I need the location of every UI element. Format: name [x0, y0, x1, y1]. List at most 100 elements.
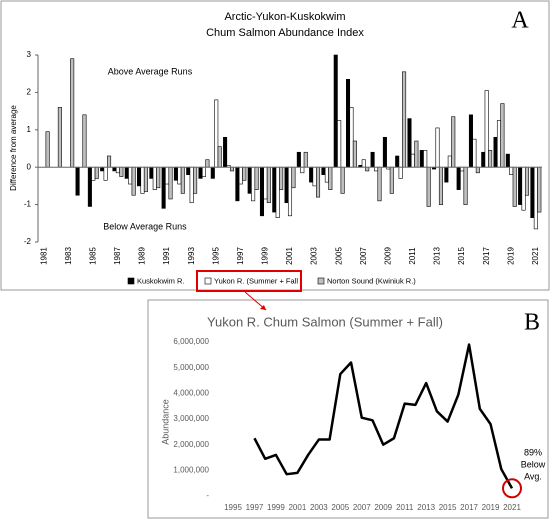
bar	[107, 155, 112, 168]
bar	[165, 166, 170, 185]
x-tick-label: 2011	[408, 247, 417, 265]
bar	[382, 136, 387, 168]
panel-label: A	[511, 8, 529, 34]
bar	[414, 140, 419, 168]
bar	[279, 166, 284, 190]
bar	[407, 118, 412, 168]
bar	[447, 155, 452, 168]
bar	[214, 99, 219, 168]
bar	[112, 166, 117, 172]
y-tick-label: -2	[24, 237, 32, 246]
bar	[161, 166, 166, 209]
bar	[247, 166, 252, 194]
bar	[370, 151, 375, 168]
x-tick-label: 1997	[236, 247, 245, 265]
bar	[189, 166, 194, 204]
y-tick-label: 1,000,000	[173, 465, 209, 474]
bar	[137, 166, 142, 187]
bar	[143, 166, 148, 192]
annotation: Below	[521, 459, 546, 469]
bar	[496, 120, 501, 168]
x-tick-label: 2017	[460, 503, 478, 512]
bar	[377, 166, 382, 202]
bar	[186, 166, 191, 175]
annotation: Avg.	[524, 471, 542, 481]
x-tick-label: 2009	[383, 247, 392, 265]
y-tick-label: 3	[27, 50, 32, 59]
bar	[361, 159, 366, 168]
bar	[115, 166, 120, 174]
bar	[177, 166, 182, 185]
bar	[284, 166, 289, 204]
bar	[438, 166, 443, 205]
bar	[395, 155, 400, 168]
bar	[316, 166, 321, 198]
legend-label: Yukon R. (Summer + Fall	[214, 276, 298, 285]
bar	[484, 90, 489, 168]
x-tick-label: 2005	[331, 503, 349, 512]
bar	[460, 166, 465, 172]
bar	[91, 166, 96, 181]
x-tick-label: 1995	[224, 503, 242, 512]
chart-title: Yukon R. Chum Salmon (Summer + Fall)	[207, 314, 443, 329]
bar	[389, 166, 394, 194]
x-tick-label: 1987	[113, 247, 122, 265]
y-tick-label: 1	[27, 125, 32, 134]
annotation: Above Average Runs	[108, 66, 193, 76]
x-tick-label: 2007	[353, 503, 371, 512]
bar	[475, 166, 480, 174]
x-tick-label: 1989	[138, 247, 147, 265]
bar	[242, 166, 247, 181]
x-tick-label: 1999	[267, 503, 285, 512]
annotation: Below Average Runs	[103, 221, 187, 231]
x-tick-label: 1993	[187, 247, 196, 265]
bar	[324, 166, 329, 183]
highlight-box	[196, 270, 302, 292]
panel-b-frame	[147, 299, 549, 519]
y-tick-label: 6,000,000	[173, 337, 209, 346]
bar	[75, 166, 80, 196]
bar	[537, 166, 542, 213]
x-tick-label: 2015	[439, 503, 457, 512]
bar	[365, 166, 370, 172]
bar	[456, 166, 461, 190]
bar	[321, 166, 326, 175]
legend-swatch	[127, 277, 135, 285]
bar	[238, 166, 243, 185]
x-tick-label: 2021	[503, 503, 521, 512]
bar	[512, 166, 517, 207]
arrow-head	[260, 305, 266, 310]
bar	[259, 166, 264, 217]
bar	[444, 166, 449, 183]
bar	[272, 166, 277, 213]
highlight-circle	[502, 478, 522, 499]
bar	[303, 151, 308, 168]
legend-label: Kuskokwim R.	[137, 276, 185, 285]
bar	[521, 166, 526, 211]
y-tick-label: 5,000,000	[173, 363, 209, 372]
bar	[57, 107, 62, 168]
bar	[423, 150, 428, 168]
y-tick-label: 0	[27, 162, 32, 171]
y-tick-label: 2	[27, 88, 32, 97]
bar	[402, 71, 407, 168]
x-tick-label: 2017	[482, 247, 491, 265]
x-tick-label: 1995	[211, 247, 220, 265]
bar	[45, 131, 50, 168]
x-tick-label: 2019	[482, 503, 500, 512]
x-tick-label: 2021	[531, 247, 540, 265]
y-tick-label: 4,000,000	[173, 388, 209, 397]
bar	[426, 166, 431, 207]
bar	[205, 159, 210, 168]
bar	[509, 166, 514, 175]
bar	[333, 54, 338, 168]
bar	[266, 166, 271, 204]
bar	[198, 166, 203, 179]
bar	[346, 79, 351, 168]
x-tick-label: 2001	[288, 503, 306, 512]
x-tick-label: 2005	[334, 247, 343, 265]
bar	[173, 166, 178, 181]
bar	[103, 166, 108, 181]
bar	[337, 120, 342, 168]
x-tick-label: 2003	[310, 247, 319, 265]
